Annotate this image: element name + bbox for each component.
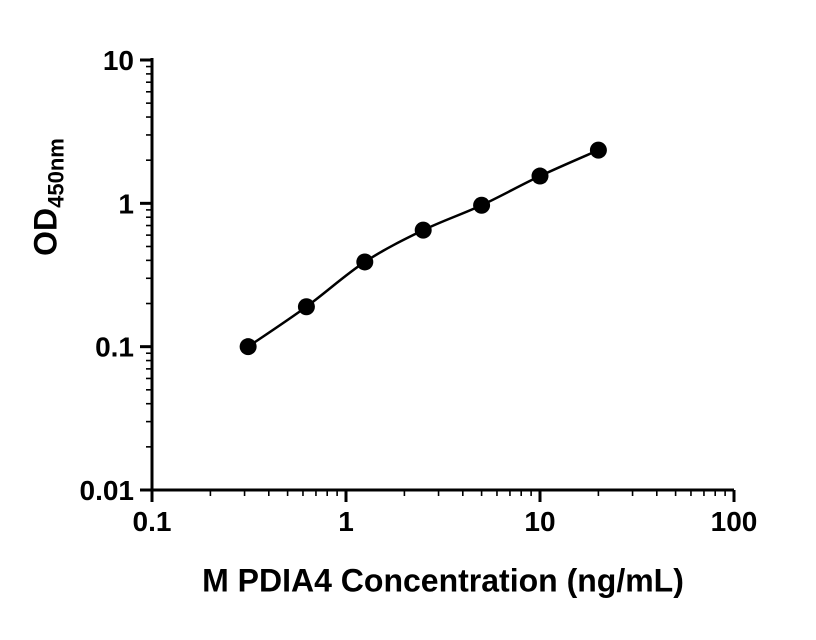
data-point-marker: [356, 253, 374, 271]
y-axis-title-main: OD: [27, 207, 64, 256]
x-tick-label: 100: [711, 506, 758, 537]
data-point-marker: [239, 338, 257, 356]
y-tick-label: 0.1: [95, 332, 134, 363]
x-axis-title: M PDIA4 Concentration (ng/mL): [202, 562, 684, 599]
x-tick-label: 0.1: [133, 506, 172, 537]
y-tick-label: 1: [118, 188, 134, 219]
y-axis-title: OD450nm: [27, 138, 69, 256]
y-axis-title-subscript: 450nm: [43, 138, 69, 208]
y-tick-label: 10: [103, 45, 134, 76]
x-tick-label: 10: [524, 506, 555, 537]
axis-frame: [150, 58, 734, 492]
x-tick-label: 1: [338, 506, 354, 537]
data-point-marker: [589, 141, 607, 159]
data-point-marker: [531, 167, 549, 185]
data-point-marker: [473, 196, 491, 214]
data-point-marker: [297, 298, 315, 316]
data-point-marker: [414, 221, 432, 239]
y-tick-label: 0.01: [80, 475, 135, 506]
